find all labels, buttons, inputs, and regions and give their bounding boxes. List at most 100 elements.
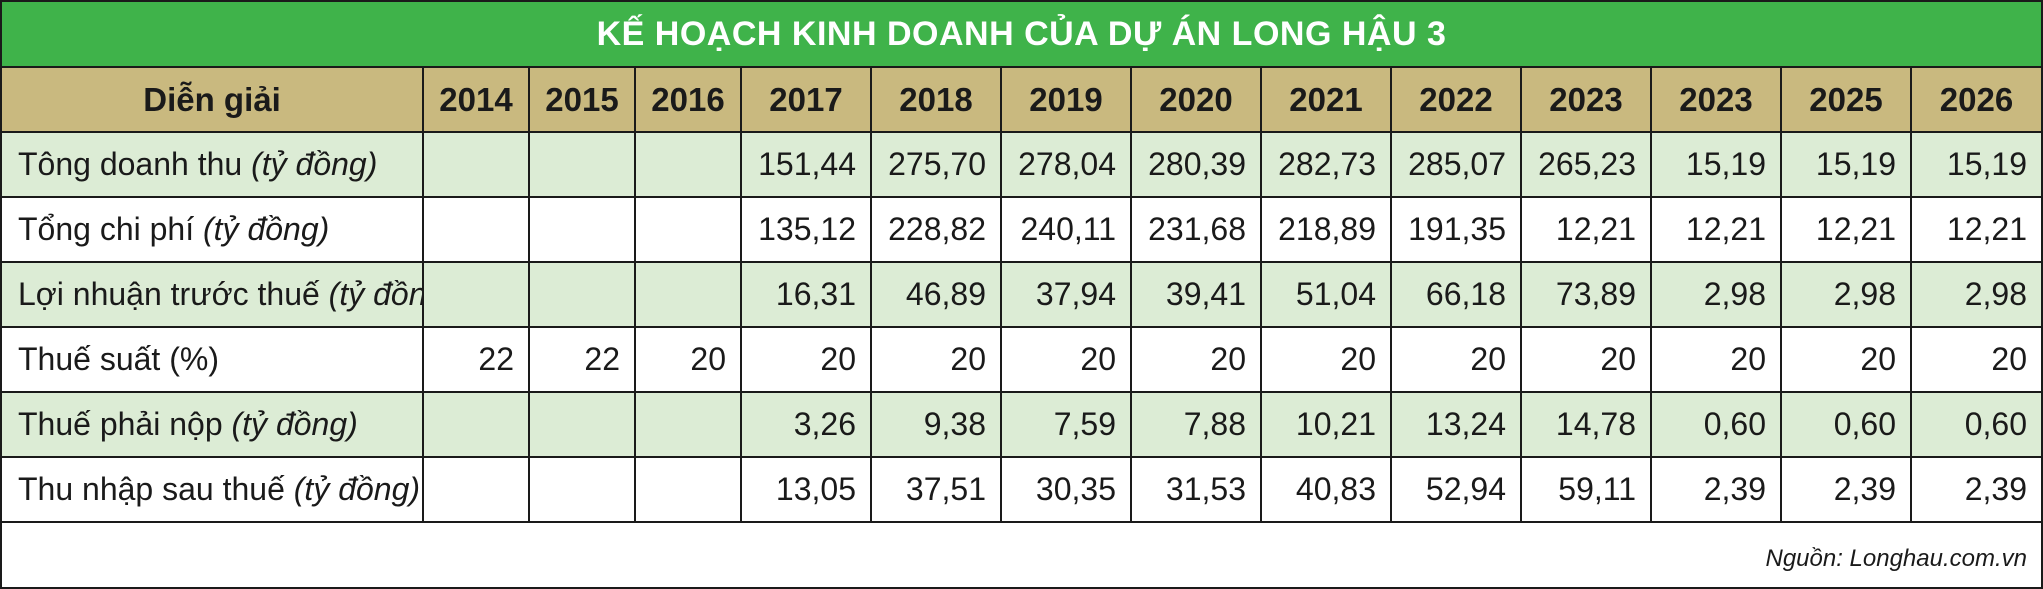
row-label-text: Thuế suất (%) [18, 341, 219, 377]
table-cell [528, 196, 636, 263]
table-cell [528, 261, 636, 328]
table-cell: 20 [1390, 326, 1522, 393]
table-cell: 275,70 [870, 131, 1002, 198]
table-cell: 9,38 [870, 391, 1002, 458]
table-cell: 20 [1650, 326, 1782, 393]
source-note: Nguồn: Longhau.com.vn [1765, 545, 2027, 572]
table-cell: 31,53 [1130, 456, 1262, 523]
table-cell [422, 261, 530, 328]
table-cell: 13,24 [1390, 391, 1522, 458]
table-cell: 22 [422, 326, 530, 393]
table-cell: 16,31 [740, 261, 872, 328]
table-cell: 20 [1000, 326, 1132, 393]
table-cell: 37,51 [870, 456, 1002, 523]
table-cell: 12,21 [1520, 196, 1652, 263]
column-header-year: 2018 [870, 68, 1002, 133]
table-cell [422, 131, 530, 198]
table-cell: 20 [740, 326, 872, 393]
column-header-year: 2019 [1000, 68, 1132, 133]
column-header-description: Diễn giải [2, 68, 424, 133]
table-cell: 278,04 [1000, 131, 1132, 198]
table-cell: 135,12 [740, 196, 872, 263]
column-header-year: 2017 [740, 68, 872, 133]
table-cell: 15,19 [1650, 131, 1782, 198]
table-cell: 151,44 [740, 131, 872, 198]
table-cell: 40,83 [1260, 456, 1392, 523]
business-plan-table: Diễn giải 2014 2015 2016 2017 2018 2019 2020 202… [2, 68, 2041, 523]
table-cell: 2,39 [1910, 456, 2041, 523]
table-header-row: Diễn giải 2014 2015 2016 2017 2018 2019 2020 202… [2, 68, 2041, 133]
column-header-year: 2023 [1520, 68, 1652, 133]
table-cell: 2,98 [1650, 261, 1782, 328]
row-label: Thu nhập sau thuế (tỷ đồng) [2, 456, 424, 523]
row-label-text: Thuế phải nộp [18, 406, 223, 442]
table-cell: 240,11 [1000, 196, 1132, 263]
table-cell: 20 [1780, 326, 1912, 393]
table-body: Tông doanh thu (tỷ đồng) 151,44 275,70 278,… [2, 131, 2041, 523]
column-header-year: 2020 [1130, 68, 1262, 133]
table-cell: 2,39 [1650, 456, 1782, 523]
table-cell: 218,89 [1260, 196, 1392, 263]
table-cell: 231,68 [1130, 196, 1262, 263]
row-label: Lợi nhuận trước thuế (tỷ đồng) [2, 261, 424, 328]
table-cell: 12,21 [1780, 196, 1912, 263]
table-cell: 12,21 [1650, 196, 1782, 263]
table-cell: 3,26 [740, 391, 872, 458]
table-cell: 0,60 [1650, 391, 1782, 458]
table-cell [422, 391, 530, 458]
table-cell: 2,98 [1780, 261, 1912, 328]
table-cell: 20 [1130, 326, 1262, 393]
table-cell [634, 391, 742, 458]
table-row: Thu nhập sau thuế (tỷ đồng) 13,05 37,51 30,… [2, 456, 2041, 523]
table-cell: 37,94 [1000, 261, 1132, 328]
table-cell: 20 [634, 326, 742, 393]
row-unit: (tỷ đồng) [251, 146, 378, 182]
table-cell [634, 196, 742, 263]
table-cell [528, 391, 636, 458]
column-header-year: 2026 [1910, 68, 2041, 133]
table-title: KẾ HOẠCH KINH DOANH CỦA DỰ ÁN LONG HẬU 3 [2, 2, 2041, 68]
table-cell: 22 [528, 326, 636, 393]
table-cell: 51,04 [1260, 261, 1392, 328]
table-cell [634, 131, 742, 198]
table-cell [422, 196, 530, 263]
table-cell: 282,73 [1260, 131, 1392, 198]
column-header-year: 2016 [634, 68, 742, 133]
table-row: Lợi nhuận trước thuế (tỷ đồng) 16,3146,89… [2, 261, 2041, 328]
row-unit: (tỷ đồng) [231, 406, 358, 442]
table-cell: 0,60 [1780, 391, 1912, 458]
table-cell [528, 131, 636, 198]
row-label: Thuế phải nộp (tỷ đồng) [2, 391, 424, 458]
table-cell: 7,59 [1000, 391, 1132, 458]
table-cell: 20 [1910, 326, 2041, 393]
table-cell: 15,19 [1780, 131, 1912, 198]
table-cell: 228,82 [870, 196, 1002, 263]
row-label: Thuế suất (%) [2, 326, 424, 393]
table-cell [528, 456, 636, 523]
row-label-text: Thu nhập sau thuế [18, 471, 285, 507]
column-header-year: 2022 [1390, 68, 1522, 133]
table-cell: 13,05 [740, 456, 872, 523]
row-label-text: Tông doanh thu [18, 146, 243, 182]
table-cell [422, 456, 530, 523]
table-cell: 2,98 [1910, 261, 2041, 328]
column-header-year: 2025 [1780, 68, 1912, 133]
table-cell: 66,18 [1390, 261, 1522, 328]
table-cell: 2,39 [1780, 456, 1912, 523]
row-label: Tổng chi phí (tỷ đồng) [2, 196, 424, 263]
table-cell: 10,21 [1260, 391, 1392, 458]
column-header-year: 2021 [1260, 68, 1392, 133]
column-header-year: 2014 [422, 68, 530, 133]
row-label-text: Lợi nhuận trước thuế [18, 276, 320, 312]
table-cell: 73,89 [1520, 261, 1652, 328]
row-unit: (tỷ đồng) [328, 276, 421, 312]
table-cell: 14,78 [1520, 391, 1652, 458]
table-cell: 12,21 [1910, 196, 2041, 263]
table-cell: 280,39 [1130, 131, 1262, 198]
row-label-text: Tổng chi phí [18, 211, 195, 247]
table-row: Tổng chi phí (tỷ đồng) 135,12 228,82 240,11… [2, 196, 2041, 263]
table-cell: 52,94 [1390, 456, 1522, 523]
table-row: Tông doanh thu (tỷ đồng) 151,44 275,70 278,… [2, 131, 2041, 198]
row-unit: (tỷ đồng) [293, 471, 421, 507]
